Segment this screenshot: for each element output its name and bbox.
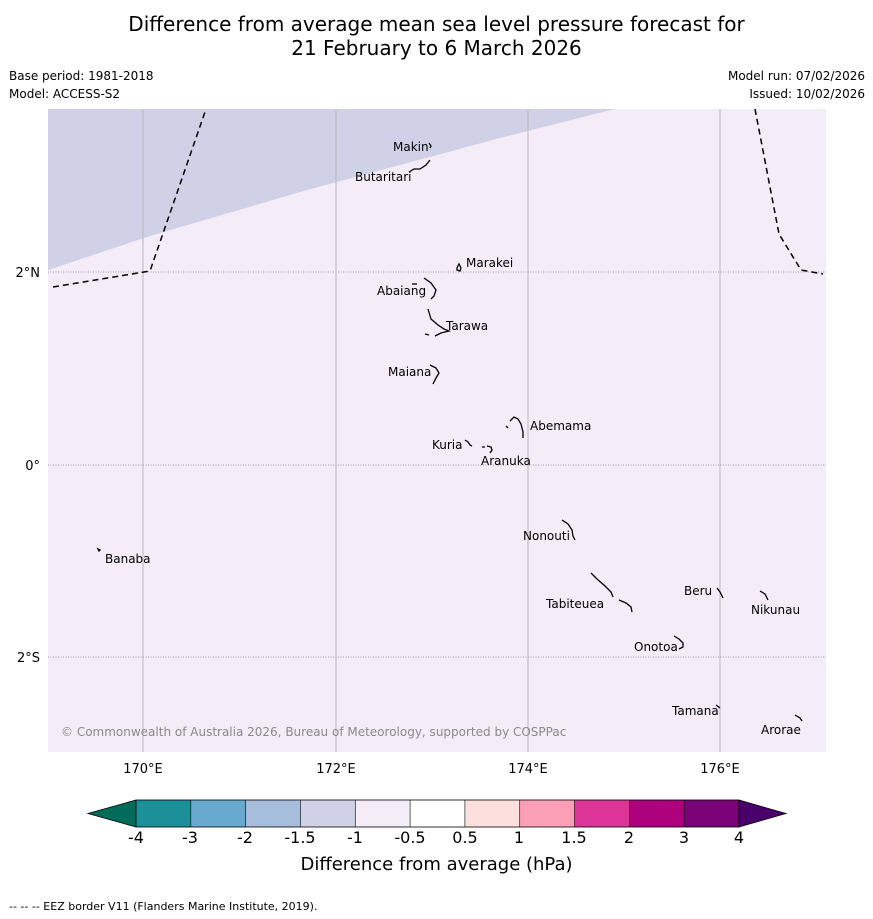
label-banaba: Banaba — [105, 552, 151, 566]
island-nonouti — [561, 519, 576, 541]
island-abaiang — [423, 277, 437, 300]
colorbar-segment — [629, 800, 685, 827]
island-outlines — [96, 142, 803, 722]
label-abemama: Abemama — [530, 419, 591, 433]
copyright-notice: © Commonwealth of Australia 2026, Bureau… — [61, 725, 566, 739]
base-period: Base period: 1981-2018 — [9, 69, 154, 83]
colorbar-segment — [464, 800, 520, 827]
cbar-tick: 1.5 — [561, 828, 587, 847]
cbar-tick: 3 — [678, 828, 690, 847]
model-name: Model: ACCESS-S2 — [9, 87, 121, 101]
island-tamana — [715, 704, 721, 709]
label-maiana: Maiana — [388, 365, 431, 379]
colorbar-segment — [519, 800, 575, 827]
latitude-axis-labels: 2°N 0° 2°S — [16, 266, 41, 666]
island-aranuka — [482, 445, 493, 454]
label-marakei: Marakei — [466, 256, 513, 270]
label-nikunau: Nikunau — [751, 603, 800, 617]
island-marakei — [456, 262, 462, 272]
latitude-gridlines — [48, 271, 826, 658]
colorbar-segment — [410, 800, 465, 827]
label-arorae: Arorae — [761, 723, 801, 737]
island-tarawa-west — [424, 333, 430, 336]
cbar-tick: 2 — [623, 828, 635, 847]
island-arorae — [794, 714, 803, 722]
island-tabiteuea-south — [618, 599, 633, 613]
island-tarawa — [427, 308, 452, 337]
label-tabiteuea: Tabiteuea — [545, 597, 604, 611]
label-tarawa: Tarawa — [445, 319, 488, 333]
cbar-tick: -3 — [182, 828, 198, 847]
label-beru: Beru — [684, 584, 712, 598]
label-onotoa: Onotoa — [634, 640, 678, 654]
island-beru — [716, 587, 724, 599]
colorbar-label: Difference from average (hPa) — [300, 854, 573, 875]
label-makin: Makin — [393, 140, 429, 154]
cbar-tick: -1.5 — [284, 828, 316, 847]
island-makin — [428, 142, 432, 149]
meta-right: Model run: 07/02/2026 Issued: 10/02/2026 — [728, 69, 865, 105]
label-aranuka: Aranuka — [481, 454, 531, 468]
island-tabiteuea-north — [590, 572, 614, 598]
cbar-tick: -4 — [128, 828, 144, 847]
colorbar-segment — [574, 800, 630, 827]
colorbar-segment — [245, 800, 301, 827]
longitude-gridlines — [142, 109, 721, 752]
island-kuria — [464, 439, 473, 447]
eez-legend: -- -- -- EEZ border V11 (Flanders Marine… — [9, 900, 318, 913]
cbar-tick: 1 — [513, 828, 525, 847]
cbar-tick: 4 — [733, 828, 745, 847]
colorbar-segment — [355, 800, 411, 827]
lon-label-174E: 174°E — [508, 762, 548, 777]
colorbar-segment — [684, 800, 739, 827]
meta-left: Base period: 1981-2018 Model: ACCESS-S2 — [9, 69, 154, 105]
place-labels: Makin Butaritari Marakei Abaiang Tarawa … — [105, 140, 801, 737]
eez-border-west — [52, 108, 207, 288]
lon-label-170E: 170°E — [123, 762, 163, 777]
label-abaiang: Abaiang — [377, 284, 426, 298]
label-tamana: Tamana — [671, 704, 719, 718]
cbar-tick: -2 — [237, 828, 253, 847]
lat-label-0: 0° — [25, 459, 40, 474]
lon-label-176E: 176°E — [700, 762, 740, 777]
cbar-tick: 0.5 — [452, 828, 478, 847]
title-line-2: 21 February to 6 March 2026 — [291, 36, 582, 60]
colorbar-arrow-right — [738, 799, 788, 828]
lon-label-172E: 172°E — [316, 762, 356, 777]
island-maiana — [429, 364, 440, 385]
shaded-band — [48, 109, 615, 270]
island-nikunau — [759, 590, 769, 601]
eez-borders — [52, 108, 824, 288]
colorbar-tick-labels: -4 -3 -2 -1.5 -1 -0.5 0.5 1 1.5 2 3 4 — [0, 828, 873, 850]
longitude-axis-labels: 170°E 172°E 174°E 176°E — [123, 762, 740, 777]
title-line-1: Difference from average mean sea level p… — [128, 12, 745, 36]
colorbar — [86, 799, 788, 828]
label-nonouti: Nonouti — [523, 529, 570, 543]
label-butaritari: Butaritari — [355, 170, 412, 184]
island-banaba — [96, 547, 102, 553]
eez-border-east — [754, 108, 824, 275]
label-kuria: Kuria — [432, 438, 463, 452]
lat-label-2N: 2°N — [16, 266, 41, 281]
colorbar-arrow-left — [86, 799, 137, 828]
island-onotoa — [673, 635, 684, 650]
island-abemama-west — [505, 425, 509, 429]
map-title: Difference from average mean sea level p… — [0, 12, 873, 60]
issued-date: Issued: 10/02/2026 — [749, 87, 865, 101]
island-butaritari — [408, 159, 431, 173]
cbar-tick: -1 — [347, 828, 363, 847]
cbar-tick: -0.5 — [394, 828, 426, 847]
island-abemama — [509, 416, 524, 438]
colorbar-segment — [190, 800, 246, 827]
colorbar-segment — [136, 800, 191, 827]
colorbar-segment — [300, 800, 356, 827]
lat-label-2S: 2°S — [17, 651, 40, 666]
model-run: Model run: 07/02/2026 — [727, 69, 865, 83]
colorbar-outline — [135, 799, 740, 828]
